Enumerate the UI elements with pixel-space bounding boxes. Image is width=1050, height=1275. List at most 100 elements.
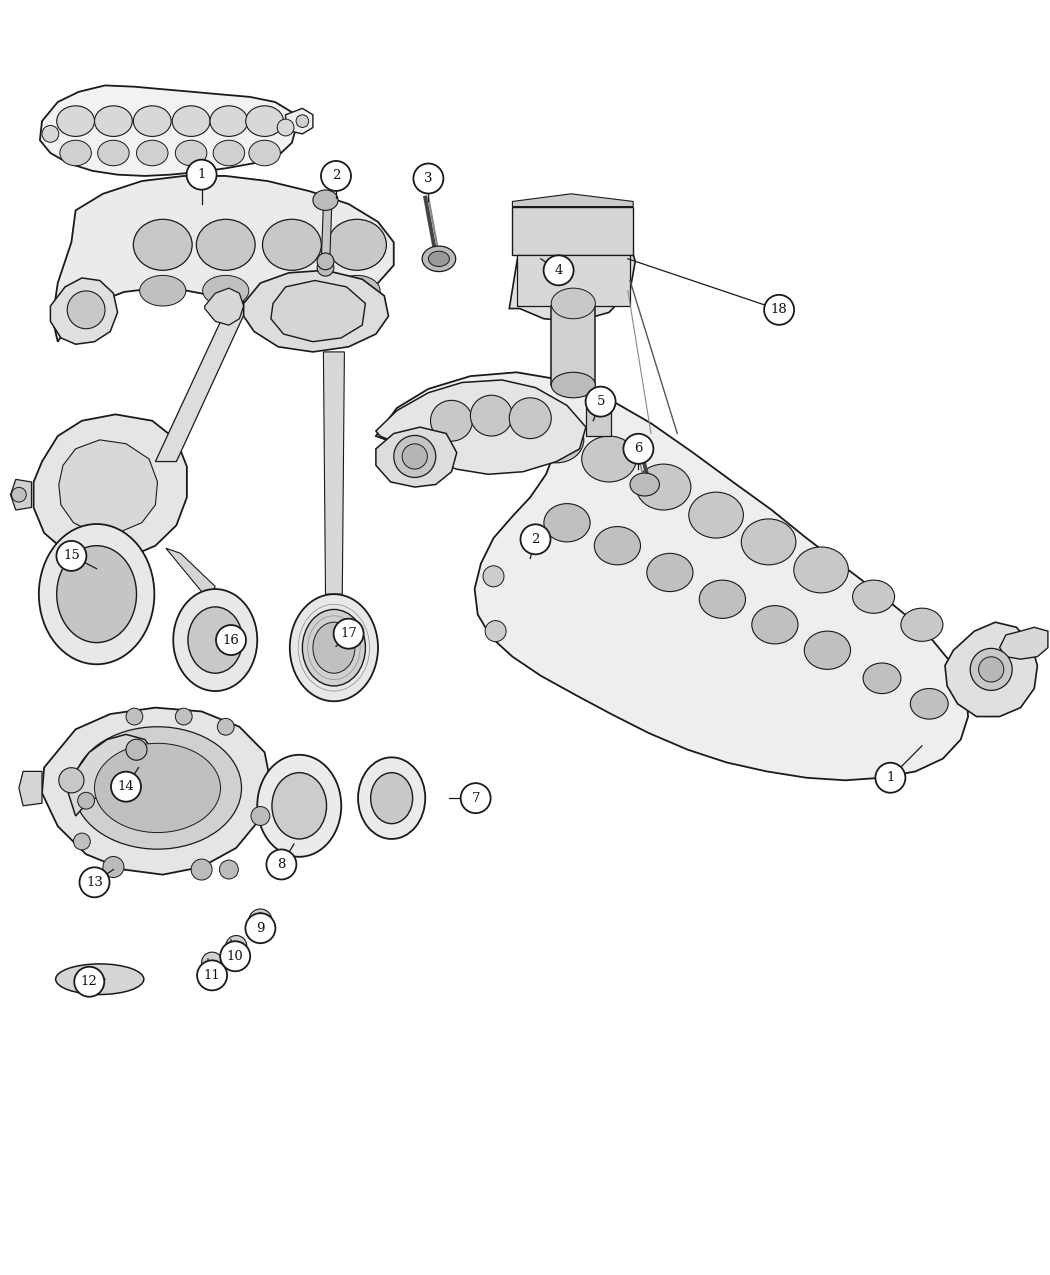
Ellipse shape [430, 400, 473, 441]
Ellipse shape [544, 504, 590, 542]
Text: 8: 8 [277, 858, 286, 871]
Circle shape [175, 708, 192, 725]
PathPatch shape [286, 108, 313, 134]
Circle shape [321, 161, 351, 191]
Circle shape [187, 159, 216, 190]
Circle shape [979, 657, 1004, 682]
Text: 17: 17 [340, 627, 357, 640]
Text: 1: 1 [197, 168, 206, 181]
PathPatch shape [155, 303, 247, 462]
Ellipse shape [94, 743, 220, 833]
Ellipse shape [213, 140, 245, 166]
PathPatch shape [376, 372, 968, 780]
Ellipse shape [246, 106, 284, 136]
Circle shape [111, 771, 141, 802]
Circle shape [334, 618, 363, 649]
Ellipse shape [39, 524, 154, 664]
Ellipse shape [302, 609, 365, 686]
Ellipse shape [422, 246, 456, 272]
Ellipse shape [57, 106, 94, 136]
Text: 2: 2 [531, 533, 540, 546]
Circle shape [485, 621, 506, 641]
Circle shape [80, 867, 109, 898]
Circle shape [78, 792, 94, 810]
PathPatch shape [50, 278, 118, 344]
Circle shape [483, 566, 504, 586]
Text: 9: 9 [256, 922, 265, 935]
PathPatch shape [42, 708, 271, 875]
Ellipse shape [56, 964, 144, 994]
Ellipse shape [741, 519, 796, 565]
PathPatch shape [244, 270, 388, 352]
Circle shape [251, 807, 270, 825]
Circle shape [216, 625, 246, 655]
Circle shape [226, 936, 247, 956]
Text: 10: 10 [227, 950, 244, 963]
Circle shape [876, 762, 905, 793]
Ellipse shape [358, 757, 425, 839]
Ellipse shape [863, 663, 901, 694]
Text: 15: 15 [63, 550, 80, 562]
Ellipse shape [203, 275, 249, 306]
Circle shape [586, 386, 615, 417]
Ellipse shape [172, 106, 210, 136]
Ellipse shape [272, 773, 327, 839]
Ellipse shape [133, 219, 192, 270]
Ellipse shape [173, 589, 257, 691]
Circle shape [42, 125, 59, 143]
Ellipse shape [136, 140, 168, 166]
Ellipse shape [313, 190, 338, 210]
Ellipse shape [94, 106, 132, 136]
PathPatch shape [323, 352, 344, 594]
Circle shape [57, 541, 86, 571]
Ellipse shape [249, 140, 280, 166]
Ellipse shape [529, 417, 584, 463]
Circle shape [624, 434, 653, 464]
PathPatch shape [10, 479, 31, 510]
PathPatch shape [68, 734, 155, 829]
PathPatch shape [19, 771, 42, 806]
Ellipse shape [470, 395, 512, 436]
PathPatch shape [271, 280, 365, 342]
Text: 2: 2 [332, 170, 340, 182]
Ellipse shape [210, 106, 248, 136]
Text: 1: 1 [886, 771, 895, 784]
Circle shape [249, 909, 272, 932]
Circle shape [220, 941, 250, 972]
Text: 7: 7 [471, 792, 480, 805]
Circle shape [126, 740, 147, 760]
PathPatch shape [52, 176, 394, 342]
Circle shape [67, 291, 105, 329]
Text: 12: 12 [81, 975, 98, 988]
Bar [586, 408, 611, 436]
Circle shape [317, 252, 334, 270]
Ellipse shape [794, 547, 848, 593]
Circle shape [970, 649, 1012, 690]
Ellipse shape [689, 492, 743, 538]
PathPatch shape [321, 204, 332, 261]
Ellipse shape [699, 580, 746, 618]
Bar [517, 255, 630, 306]
Ellipse shape [133, 106, 171, 136]
Text: 5: 5 [596, 395, 605, 408]
Ellipse shape [647, 553, 693, 592]
Text: 11: 11 [204, 969, 220, 982]
Text: 16: 16 [223, 634, 239, 646]
Circle shape [764, 295, 794, 325]
Ellipse shape [853, 580, 895, 613]
Ellipse shape [269, 275, 315, 306]
Ellipse shape [98, 140, 129, 166]
Circle shape [219, 861, 238, 878]
Bar [551, 306, 595, 385]
Circle shape [277, 119, 294, 136]
Circle shape [59, 768, 84, 793]
Circle shape [394, 436, 436, 477]
Ellipse shape [910, 688, 948, 719]
Circle shape [191, 859, 212, 880]
Circle shape [521, 524, 550, 555]
Ellipse shape [140, 275, 186, 306]
Ellipse shape [582, 436, 636, 482]
Text: 18: 18 [771, 303, 788, 316]
Circle shape [544, 255, 573, 286]
Bar [512, 207, 633, 255]
